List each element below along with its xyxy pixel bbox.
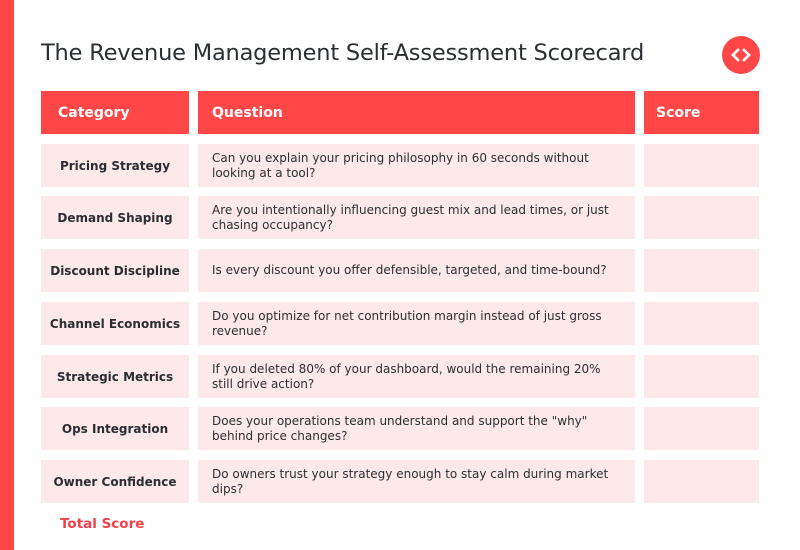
question-cell: Do you optimize for net contribution mar… bbox=[198, 302, 635, 345]
category-cell: Strategic Metrics bbox=[41, 355, 189, 398]
total-score-label: Total Score bbox=[60, 516, 145, 532]
header-category: Category bbox=[41, 91, 189, 134]
category-cell: Owner Confidence bbox=[41, 460, 189, 503]
question-cell: Does your operations team understand and… bbox=[198, 407, 635, 450]
question-cell: Are you intentionally influencing guest … bbox=[198, 196, 635, 239]
score-input[interactable] bbox=[644, 407, 759, 450]
score-input[interactable] bbox=[644, 460, 759, 503]
accent-side-bar bbox=[0, 0, 14, 550]
question-cell: Is every discount you offer defensible, … bbox=[198, 249, 635, 292]
score-input[interactable] bbox=[644, 302, 759, 345]
header-question: Question bbox=[198, 91, 635, 134]
question-cell: Can you explain your pricing philosophy … bbox=[198, 144, 635, 187]
score-input[interactable] bbox=[644, 144, 759, 187]
score-input[interactable] bbox=[644, 249, 759, 292]
category-cell: Pricing Strategy bbox=[41, 144, 189, 187]
brand-logo bbox=[722, 36, 760, 74]
score-input[interactable] bbox=[644, 355, 759, 398]
question-cell: If you deleted 80% of your dashboard, wo… bbox=[198, 355, 635, 398]
category-cell: Channel Economics bbox=[41, 302, 189, 345]
header-score: Score bbox=[644, 91, 759, 134]
page-title: The Revenue Management Self-Assessment S… bbox=[41, 40, 645, 66]
category-cell: Ops Integration bbox=[41, 407, 189, 450]
category-cell: Discount Discipline bbox=[41, 249, 189, 292]
score-input[interactable] bbox=[644, 196, 759, 239]
question-cell: Do owners trust your strategy enough to … bbox=[198, 460, 635, 503]
code-brackets-icon bbox=[731, 48, 751, 62]
category-cell: Demand Shaping bbox=[41, 196, 189, 239]
